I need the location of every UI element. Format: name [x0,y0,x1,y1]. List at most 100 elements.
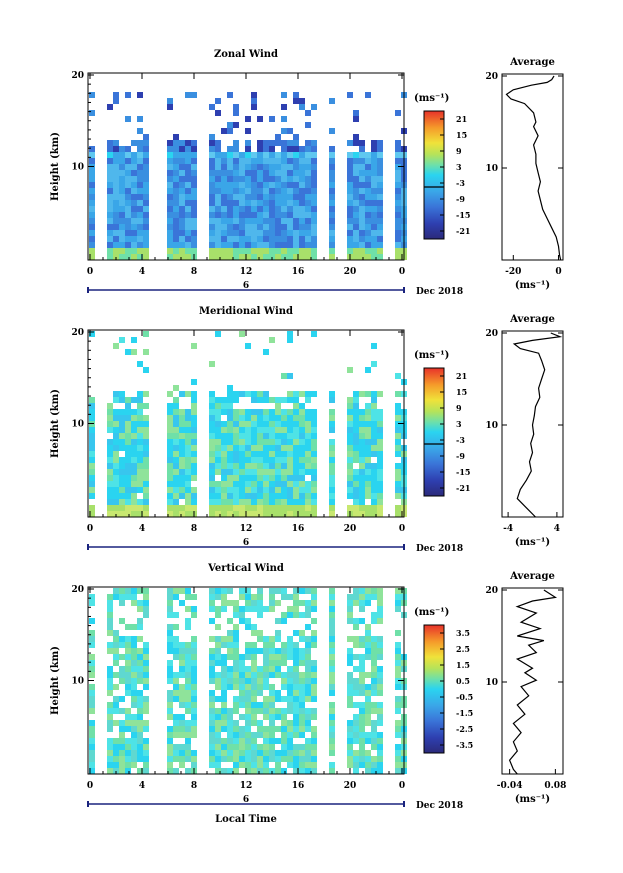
heatmap-cell [245,690,251,696]
heatmap-cell [113,194,119,200]
heatmap-cell [215,254,221,260]
heatmap-cell [89,433,95,439]
heatmap-cell [293,672,299,678]
heatmap-cell [173,493,179,499]
heatmap-cell [251,475,257,481]
heatmap-cell [191,469,197,475]
heatmap-cell [209,481,215,487]
heatmap-cell [311,636,317,642]
heatmap-cell [263,732,269,738]
heatmap-cell [353,176,359,182]
heatmap-cell [395,493,401,499]
heatmap-cell [233,768,239,774]
heatmap-cell [359,433,365,439]
heatmap-cell [287,696,293,702]
heatmap-cell [113,343,119,349]
heatmap-cell [143,439,149,445]
heatmap-cell [107,666,113,672]
heatmap-cell [287,409,293,415]
heatmap-cell [113,230,119,236]
heatmap-cell [359,588,365,594]
heatmap-cell [371,744,377,750]
heatmap-cell [377,750,383,756]
heatmap-cell [125,463,131,469]
heatmap-cell [377,224,383,230]
heatmap-cell [293,493,299,499]
heatmap-cell [293,678,299,684]
heatmap-cell [191,714,197,720]
heatmap-cell [329,678,335,684]
heatmap-cell [89,182,95,188]
heatmap-cell [119,678,125,684]
heatmap-cell [239,391,245,397]
heatmap-cell [119,242,125,248]
heatmap-cell [395,475,401,481]
heatmap-cell [293,445,299,451]
heatmap-cell [113,200,119,206]
heatmap-cells [89,92,407,260]
heatmap-cell [251,499,257,505]
heatmap-cell [287,505,293,511]
heatmap-cell [305,433,311,439]
heatmap-cell [185,236,191,242]
heatmap-cell [311,200,317,206]
heatmap-cell [191,170,197,176]
heatmap-cell [119,397,125,403]
heatmap-cell [113,475,119,481]
heatmap-cell [209,714,215,720]
heatmap-cell [371,421,377,427]
heatmap-cell [305,660,311,666]
heatmap-cell [263,636,269,642]
heatmap-cell [371,469,377,475]
heatmap-cell [395,373,401,379]
heatmap-cell [113,409,119,415]
heatmap-cell [89,672,95,678]
heatmap-cell [281,104,287,110]
heatmap-cell [107,170,113,176]
heatmap-cell [371,738,377,744]
heatmap-cell [107,206,113,212]
heatmap-cell [287,744,293,750]
heatmap-cell [365,421,371,427]
heatmap-cell [131,714,137,720]
heatmap-cell [233,391,239,397]
heatmap-cell [287,427,293,433]
heatmap-cell [269,427,275,433]
heatmap-cell [263,415,269,421]
heatmap-cell [179,152,185,158]
heatmap-cell [293,254,299,260]
heatmap-cell [311,248,317,254]
x-tick-label: 0 [399,524,405,534]
heatmap-cell [209,194,215,200]
heatmap-cell [131,600,137,606]
heatmap-cell [329,505,335,511]
heatmap-cell [329,606,335,612]
heatmap-cell [299,218,305,224]
heatmap-cell [227,666,233,672]
heatmap-cell [287,152,293,158]
heatmap-cell [365,367,371,373]
heatmap-cell [299,588,305,594]
heatmap-cell [329,469,335,475]
heatmap-cell [269,224,275,230]
panel-title: Zonal Wind [214,49,278,60]
heatmap-cell [377,176,383,182]
heatmap-cell [311,212,317,218]
heatmap-cell [347,421,353,427]
heatmap-cell [227,511,233,517]
heatmap-cell [371,397,377,403]
heatmap-cell [191,236,197,242]
heatmap-cell [143,200,149,206]
heatmap-cell [263,164,269,170]
heatmap-cell [353,182,359,188]
heatmap-cell [119,672,125,678]
heatmap-cell [227,415,233,421]
heatmap-cell [395,511,401,517]
heatmap-cell [251,164,257,170]
heatmap-cell [239,594,245,600]
heatmap-cell [125,654,131,660]
heatmap-cell [359,427,365,433]
heatmap-cell [299,672,305,678]
heatmap-cell [353,481,359,487]
